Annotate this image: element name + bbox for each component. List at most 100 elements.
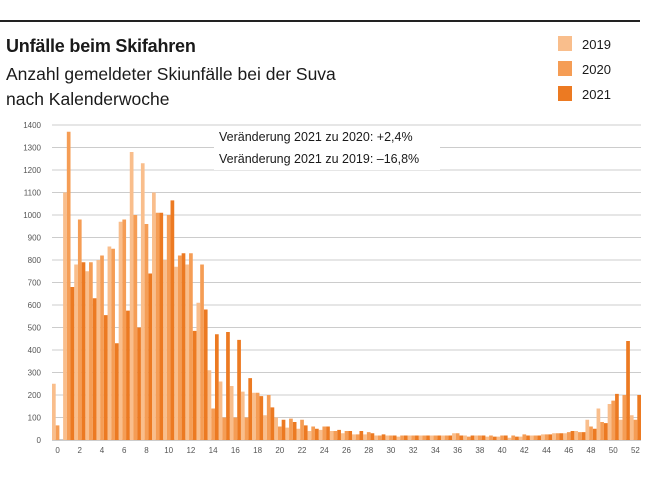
bar-2021-week-35 — [448, 435, 453, 440]
bar-2021-week-42 — [526, 435, 530, 440]
x-tick-28: 28 — [364, 446, 373, 455]
bar-2019-week-17 — [240, 391, 245, 441]
bar-2020-week-23 — [311, 426, 316, 440]
bar-2021-week-48 — [592, 428, 597, 440]
bar-2021-week-14 — [214, 334, 219, 440]
y-tick-100: 100 — [28, 414, 42, 423]
x-tick-10: 10 — [164, 446, 173, 455]
bar-2021-week-44 — [548, 434, 553, 441]
bar-2021-week-31 — [403, 435, 408, 440]
subtitle-line-1: Anzahl gemeldeter Skiunfälle bei der Suv… — [6, 64, 336, 84]
bar-2019-week-36 — [452, 433, 456, 440]
x-tick-22: 22 — [298, 446, 307, 455]
bar-2021-week-37 — [470, 435, 475, 440]
bar-2020-week-3 — [89, 262, 93, 440]
bar-2020-week-11 — [177, 255, 182, 440]
bar-2019-week-43 — [529, 435, 534, 440]
chart-subtitle: Anzahl gemeldeter Skiunfälle bei der Suv… — [6, 62, 426, 112]
legend-swatch-2021 — [558, 86, 572, 101]
y-tick-600: 600 — [28, 301, 42, 310]
bar-2021-week-29 — [381, 434, 386, 441]
bar-2019-week-7 — [129, 152, 134, 440]
x-tick-40: 40 — [498, 446, 507, 455]
bar-2020-week-15 — [222, 417, 227, 440]
bar-2021-week-46 — [570, 431, 575, 440]
bar-2019-week-34 — [429, 435, 434, 440]
bar-2020-week-41 — [511, 435, 516, 440]
bar-2020-week-4 — [100, 255, 104, 440]
x-tick-42: 42 — [520, 446, 529, 455]
bar-2019-week-22 — [296, 428, 301, 440]
bar-2020-week-9 — [155, 212, 160, 440]
x-tick-16: 16 — [231, 446, 240, 455]
bar-2020-week-50 — [611, 400, 616, 441]
bar-2020-week-17 — [244, 417, 249, 440]
bar-2021-week-2 — [81, 262, 86, 440]
y-tick-700: 700 — [28, 279, 42, 288]
bar-2021-week-19 — [270, 407, 275, 441]
bar-2020-week-29 — [377, 435, 382, 440]
bar-2021-week-50 — [615, 393, 619, 441]
bar-2019-week-21 — [285, 427, 290, 441]
bar-2021-week-15 — [226, 332, 230, 440]
bar-2020-week-28 — [366, 432, 371, 441]
bar-2021-week-43 — [537, 435, 541, 440]
bar-2019-week-39 — [485, 436, 490, 441]
bar-2021-week-40 — [503, 435, 508, 440]
bar-2020-week-24 — [322, 426, 327, 440]
bar-2021-week-26 — [348, 431, 353, 440]
x-tick-26: 26 — [342, 446, 351, 455]
y-tick-0: 0 — [37, 436, 42, 445]
bar-2019-week-48 — [585, 419, 590, 440]
bar-2019-week-6 — [118, 221, 123, 440]
bar-2019-week-18 — [252, 392, 256, 440]
bar-2020-week-48 — [589, 426, 593, 440]
x-tick-44: 44 — [542, 446, 551, 455]
bar-2021-week-21 — [292, 422, 297, 440]
bar-2020-week-0 — [55, 425, 60, 441]
x-tick-18: 18 — [253, 446, 262, 455]
bar-2021-week-4 — [103, 315, 108, 441]
bar-2020-week-32 — [411, 435, 416, 440]
bar-2019-week-32 — [407, 435, 412, 440]
bar-2021-week-9 — [159, 212, 164, 440]
bar-2021-week-25 — [337, 429, 341, 441]
bar-2021-week-7 — [137, 327, 141, 440]
y-tick-500: 500 — [28, 324, 42, 333]
chart-title: Unfälle beim Skifahren — [6, 36, 196, 56]
legend-swatch-2019 — [558, 36, 572, 51]
bar-2021-week-47 — [581, 432, 586, 441]
bar-2019-week-4 — [96, 260, 101, 440]
y-tick-1300: 1300 — [23, 144, 41, 153]
x-tick-38: 38 — [475, 446, 484, 455]
bars — [52, 131, 641, 441]
bar-2019-week-46 — [563, 433, 567, 440]
bar-2020-week-21 — [289, 418, 293, 441]
bar-2020-week-20 — [277, 426, 282, 440]
bar-2021-week-23 — [315, 428, 319, 440]
bar-2019-week-3 — [85, 271, 90, 440]
bar-2021-week-11 — [181, 253, 186, 440]
legend-label-2019: 2019 — [582, 37, 611, 52]
y-tick-300: 300 — [28, 369, 42, 378]
bar-2019-week-37 — [463, 435, 467, 440]
bar-2020-week-34 — [433, 435, 438, 440]
bar-2021-week-27 — [359, 431, 364, 440]
x-tick-50: 50 — [609, 446, 618, 455]
bar-2019-week-11 — [174, 266, 178, 440]
bar-2019-week-33 — [418, 435, 423, 440]
bar-2020-week-18 — [255, 392, 260, 440]
bar-2021-week-33 — [426, 435, 430, 440]
bar-2020-week-7 — [133, 215, 138, 440]
bar-2021-week-52 — [637, 395, 641, 440]
bar-2019-week-20 — [274, 417, 278, 440]
bar-2020-week-30 — [389, 435, 393, 440]
bar-2021-week-36 — [459, 435, 464, 440]
bar-2021-week-30 — [392, 435, 397, 440]
bar-2021-week-6 — [126, 310, 130, 441]
bar-2019-week-30 — [385, 435, 390, 440]
bar-2021-week-38 — [481, 435, 486, 440]
y-tick-1400: 1400 — [23, 121, 41, 130]
bar-2020-week-12 — [189, 253, 193, 440]
bar-2019-week-27 — [352, 434, 356, 441]
